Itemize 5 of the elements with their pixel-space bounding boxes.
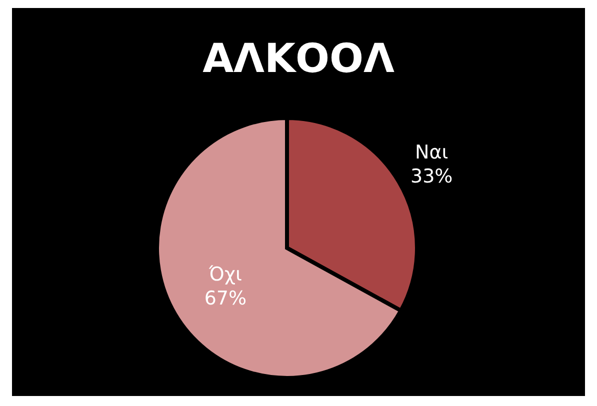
chart-title: ΑΛΚΟΟΛ [202, 36, 396, 82]
data-label: 33% [410, 165, 453, 188]
data-label: 67% [204, 287, 247, 310]
slice-label: Ναι [415, 141, 448, 164]
slice-label: Όχι [208, 263, 242, 286]
